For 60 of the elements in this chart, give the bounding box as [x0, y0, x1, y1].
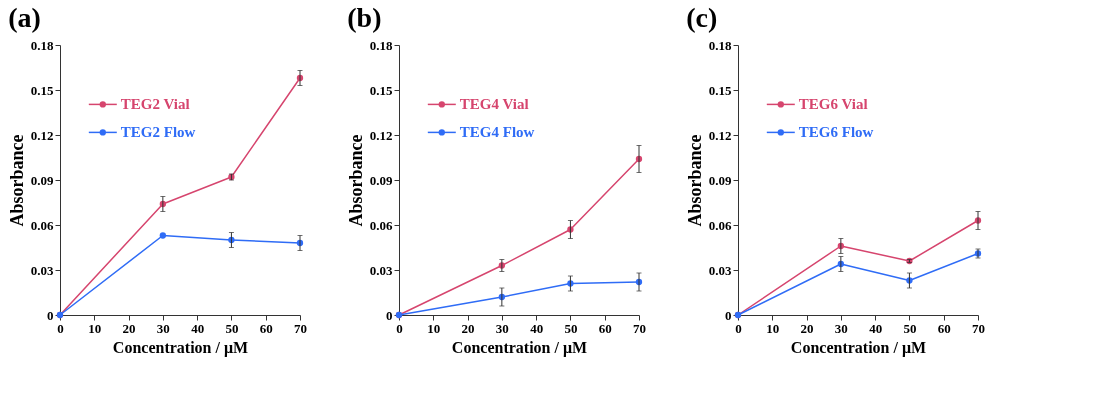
y-tick-label: 0.12: [30, 127, 54, 143]
y-axis-title: Absorbance: [345, 134, 366, 227]
y-tick-label: 0.03: [369, 262, 393, 278]
x-tick-label: 50: [564, 320, 578, 336]
chart-title: (a): [8, 2, 41, 33]
y-tick-label: 0.09: [708, 172, 732, 188]
y-tick-label: 0.18: [30, 37, 54, 53]
y-tick-label: 0.09: [30, 172, 54, 188]
legend-label: TEG6 Flow: [798, 124, 874, 141]
x-axis-title: Concentration / μM: [451, 338, 588, 357]
x-tick-label: 30: [834, 320, 848, 336]
y-tick-label: 0.03: [30, 262, 54, 278]
chart-title: (b): [347, 2, 382, 33]
x-tick-label: 40: [869, 320, 883, 336]
x-tick-label: 60: [937, 320, 951, 336]
y-tick-label: 0.18: [708, 37, 732, 53]
y-tick-label: 0.15: [369, 82, 393, 98]
legend-label: TEG6 Vial: [798, 96, 868, 113]
x-tick-label: 20: [800, 320, 814, 336]
x-tick-label: 50: [903, 320, 917, 336]
x-tick-label: 60: [259, 320, 273, 336]
x-axis-title: Concentration / μM: [112, 338, 249, 357]
y-tick-label: 0: [725, 307, 732, 323]
y-tick-label: 0.06: [369, 217, 393, 233]
x-tick-label: 10: [427, 320, 441, 336]
y-tick-label: 0.12: [369, 127, 393, 143]
y-tick-label: 0.06: [30, 217, 54, 233]
x-tick-label: 50: [225, 320, 239, 336]
legend-label: TEG4 Flow: [459, 124, 535, 141]
x-tick-label: 10: [766, 320, 780, 336]
x-tick-label: 70: [633, 320, 646, 336]
x-tick-label: 0: [735, 320, 742, 336]
y-tick-label: 0.06: [708, 217, 732, 233]
y-tick-label: 0.15: [30, 82, 54, 98]
x-tick-label: 40: [530, 320, 544, 336]
y-tick-label: 0: [386, 307, 393, 323]
x-tick-label: 0: [57, 320, 64, 336]
chart-title: (c): [686, 2, 718, 33]
x-tick-label: 40: [191, 320, 205, 336]
x-tick-label: 70: [972, 320, 985, 336]
y-tick-label: 0: [47, 307, 54, 323]
legend-label: TEG2 Vial: [120, 96, 190, 113]
x-tick-label: 30: [495, 320, 509, 336]
y-tick-label: 0.18: [369, 37, 393, 53]
y-tick-label: 0.15: [708, 82, 732, 98]
y-axis-title: Absorbance: [684, 134, 705, 227]
x-tick-label: 20: [461, 320, 475, 336]
x-tick-label: 10: [88, 320, 102, 336]
y-tick-label: 0.12: [708, 127, 732, 143]
x-axis-title: Concentration / μM: [790, 338, 927, 357]
x-tick-label: 30: [156, 320, 170, 336]
x-tick-label: 0: [396, 320, 403, 336]
x-tick-label: 60: [598, 320, 612, 336]
x-tick-label: 20: [122, 320, 136, 336]
y-tick-label: 0.09: [369, 172, 393, 188]
y-axis-title: Absorbance: [6, 134, 27, 227]
y-tick-label: 0.03: [708, 262, 732, 278]
legend-label: TEG4 Vial: [459, 96, 529, 113]
x-tick-label: 70: [294, 320, 307, 336]
legend-label: TEG2 Flow: [120, 124, 196, 141]
